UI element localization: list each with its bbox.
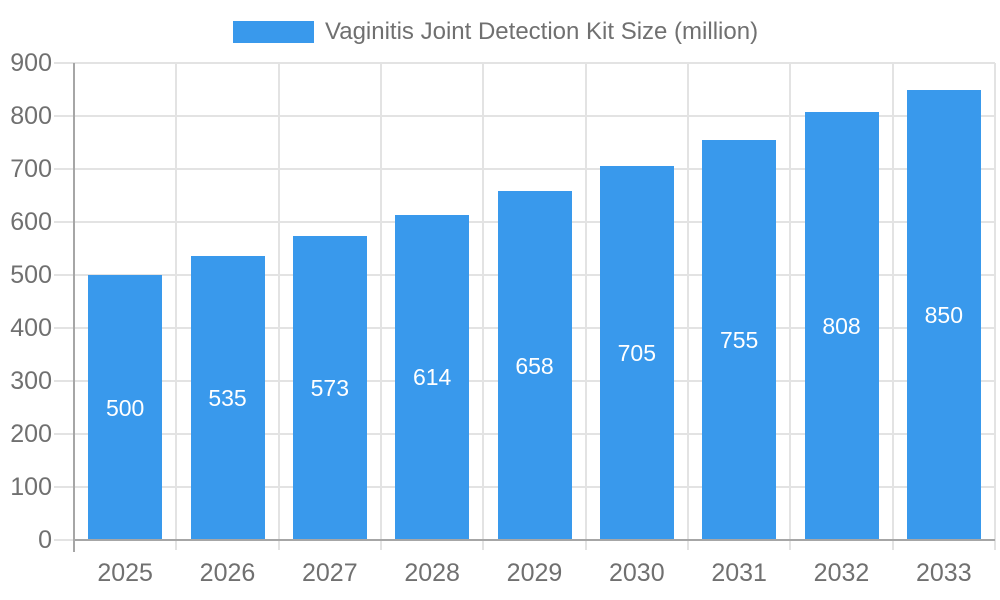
legend-label: Vaginitis Joint Detection Kit Size (mill… xyxy=(325,18,759,45)
gridline-vertical xyxy=(380,63,382,550)
x-tick-label: 2032 xyxy=(813,559,870,587)
x-tick-label: 2025 xyxy=(97,559,153,587)
bar-value-label: 705 xyxy=(617,340,657,367)
y-tick-label: 900 xyxy=(10,49,52,77)
gridline-vertical xyxy=(687,63,689,550)
x-tick-label: 2026 xyxy=(199,559,256,587)
x-tick-label: 2030 xyxy=(609,559,665,587)
bar[interactable]: 658 xyxy=(497,191,572,540)
gridline-vertical xyxy=(584,63,587,550)
x-tick-label: 2031 xyxy=(711,559,767,587)
gridline-vertical xyxy=(994,63,996,550)
bar[interactable]: 850 xyxy=(906,89,981,540)
y-tick-label: 500 xyxy=(10,261,52,289)
gridline-vertical xyxy=(482,63,485,550)
bar-value-label: 614 xyxy=(412,364,452,391)
y-tick-label: 600 xyxy=(10,208,52,236)
bar[interactable]: 573 xyxy=(292,236,367,540)
bar[interactable]: 500 xyxy=(88,275,163,540)
gridline-horizontal xyxy=(54,62,995,64)
x-tick-label: 2028 xyxy=(404,559,460,587)
y-axis-line xyxy=(73,63,75,552)
gridline-vertical xyxy=(277,63,280,550)
bar-value-label: 500 xyxy=(105,394,145,421)
y-tick-label: 300 xyxy=(10,367,52,395)
gridline-vertical xyxy=(175,63,178,550)
bar-value-label: 573 xyxy=(310,375,350,402)
bar-value-label: 755 xyxy=(719,326,759,353)
chart-legend[interactable]: Vaginitis Joint Detection Kit Size (mill… xyxy=(233,18,758,46)
legend-swatch-icon xyxy=(233,21,314,43)
x-tick-label: 2027 xyxy=(302,559,358,587)
bar[interactable]: 614 xyxy=(395,214,470,540)
y-tick-label: 0 xyxy=(38,526,52,554)
x-axis-line xyxy=(74,539,995,541)
bar[interactable]: 705 xyxy=(599,166,674,540)
gridline-vertical xyxy=(891,63,894,550)
bar[interactable]: 755 xyxy=(702,139,777,540)
bar-value-label: 535 xyxy=(208,385,247,412)
x-tick-label: 2033 xyxy=(916,559,972,587)
gridline-vertical xyxy=(789,63,792,550)
plot-area: 0 100 200 300 400 500 600 700 800 900 500 2025 535 20… xyxy=(10,49,996,587)
y-tick-label: 800 xyxy=(10,102,52,130)
bar-value-label: 658 xyxy=(515,352,554,379)
y-tick-label: 400 xyxy=(10,314,52,342)
y-tick-label: 700 xyxy=(10,155,52,183)
y-tick-label: 200 xyxy=(10,420,52,448)
bar[interactable]: 808 xyxy=(804,111,879,540)
bar-value-label: 808 xyxy=(822,312,861,339)
x-tick-label: 2029 xyxy=(506,559,563,587)
bar-value-label: 850 xyxy=(924,301,964,328)
gridline-horizontal xyxy=(54,168,995,170)
bar[interactable]: 535 xyxy=(190,256,265,540)
y-tick-label: 100 xyxy=(10,473,52,501)
gridline-horizontal xyxy=(54,115,995,117)
